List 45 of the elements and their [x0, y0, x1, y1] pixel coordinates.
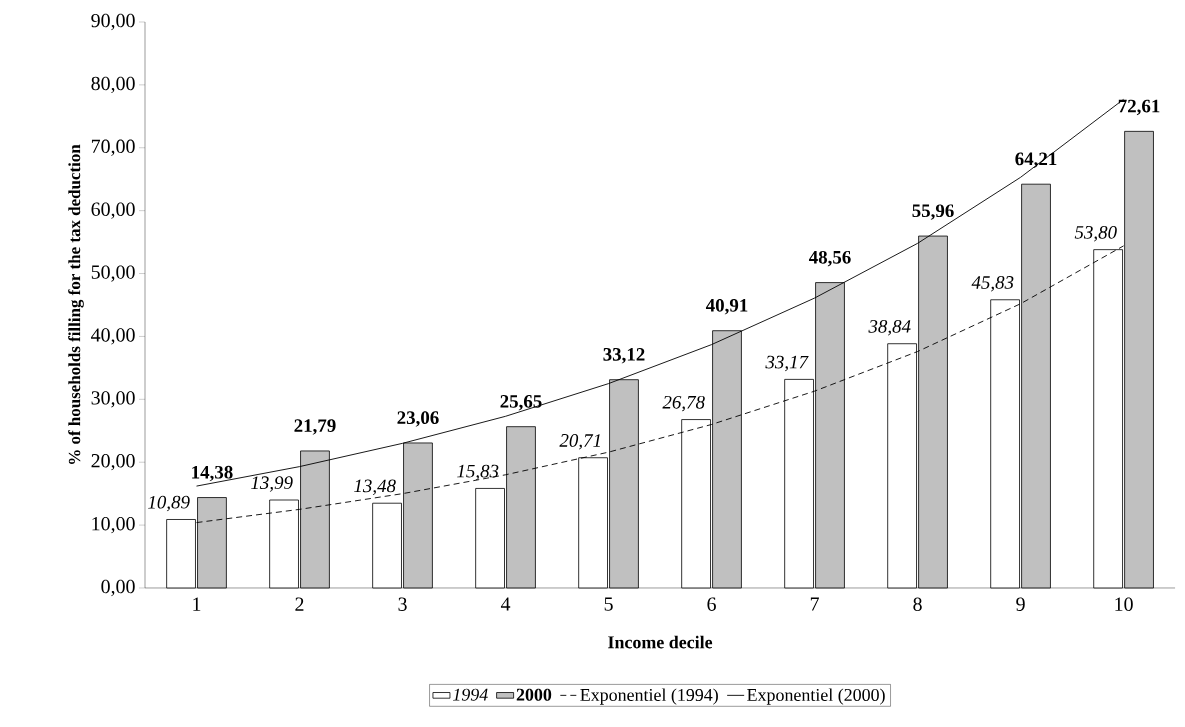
y-tick-label: 50,00 — [91, 265, 135, 282]
data-label: 21,79 — [294, 419, 336, 435]
x-tick-label: 10 — [1115, 597, 1133, 611]
data-label: 13,99 — [251, 476, 293, 492]
y-tick-label: 30,00 — [91, 391, 135, 408]
y-tick-label: 40,00 — [91, 328, 135, 345]
legend-label: 2000 — [516, 688, 552, 701]
y-tick-label: 20,00 — [91, 454, 135, 471]
legend-label: Exponentiel (2000) — [747, 688, 885, 705]
x-tick-label: 1 — [193, 597, 201, 611]
data-label: 45,83 — [971, 276, 1014, 292]
y-tick-label: 60,00 — [91, 202, 135, 219]
data-label: 15,83 — [457, 464, 499, 481]
data-label: 23,06 — [397, 411, 439, 427]
data-label: 40,91 — [705, 299, 748, 315]
data-label: 14,38 — [192, 465, 233, 482]
data-label: 20,71 — [559, 434, 600, 450]
y-tick-label: 0,00 — [101, 579, 135, 597]
legend-label: Exponentiel (1994) — [580, 688, 718, 705]
x-tick-label: 4 — [500, 597, 511, 611]
legend-label: 1994 — [452, 688, 488, 701]
y-axis-title: % of households filling for the tax deduction — [68, 144, 84, 464]
x-tick-label: 8 — [913, 597, 922, 611]
y-tick-label: 90,00 — [91, 13, 135, 31]
data-label: 72,61 — [1118, 99, 1160, 116]
data-label: 33,17 — [765, 355, 809, 372]
y-tick-label: 10,00 — [92, 516, 135, 534]
x-tick-label: 9 — [1016, 597, 1025, 611]
data-label: 33,12 — [603, 348, 645, 364]
x-tick-label: 3 — [398, 597, 407, 611]
data-label: 53,80 — [1074, 225, 1117, 242]
data-label: 48,56 — [808, 250, 851, 267]
x-axis-title: Income decile — [608, 635, 713, 649]
x-tick-label: 6 — [707, 597, 716, 611]
x-tick-label: 7 — [810, 597, 819, 611]
data-label: 26,78 — [662, 395, 705, 412]
data-label: 10,89 — [148, 495, 190, 512]
x-tick-label: 2 — [295, 597, 304, 611]
y-tick-label: 70,00 — [91, 139, 135, 156]
data-label: 25,65 — [500, 395, 542, 411]
data-label: 38,84 — [868, 320, 911, 336]
x-tick-label: 5 — [604, 597, 613, 611]
data-label: 55,96 — [912, 204, 954, 220]
y-tick-label: 80,00 — [91, 76, 135, 94]
data-label: 13,48 — [354, 479, 396, 496]
